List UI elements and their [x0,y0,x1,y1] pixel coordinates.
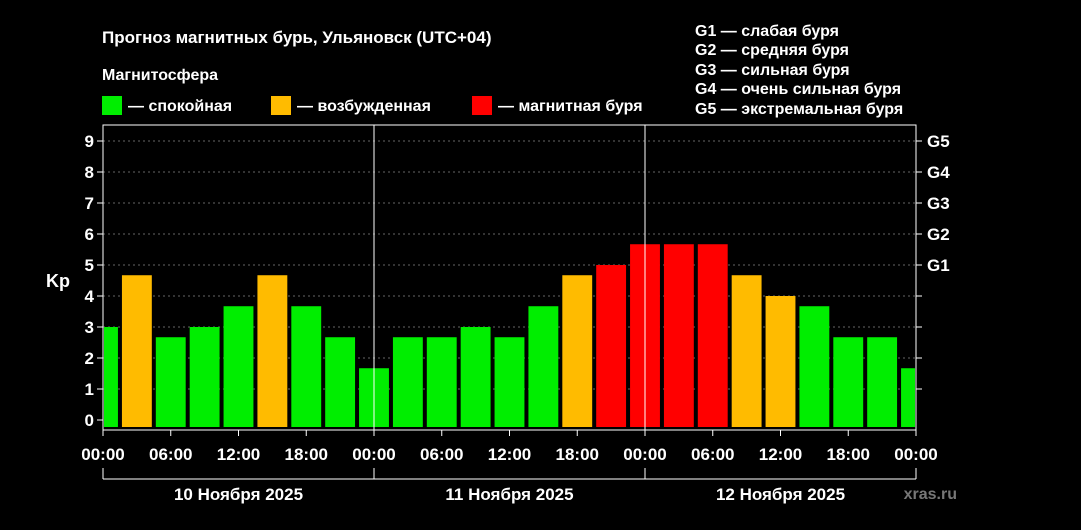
y-tick-label: 0 [85,411,94,430]
kp-bar [155,337,186,427]
day-labels: 10 Ноября 2025 11 Ноября 2025 12 Ноября 20… [102,468,917,504]
y-tick-label: 8 [85,163,94,182]
legend-label-active: — возбужденная [297,98,431,115]
x-tick-label: 00:00 [623,445,666,464]
x-tick-label: 18:00 [285,445,328,464]
storm-level-g2: G2 — средняя буря [695,42,849,59]
y-axis-label: Kp [46,271,70,291]
x-tick-label: 18:00 [556,445,599,464]
bars [104,244,915,427]
storm-level-g3: G3 — сильная буря [695,62,850,79]
x-tick-label: 00:00 [352,445,395,464]
kp-bar [562,275,593,427]
kp-bar [765,296,796,427]
kp-bar [663,244,694,427]
kp-bar [901,368,915,427]
g-tick-label: G4 [927,163,950,182]
legend-swatch-active [271,96,291,115]
y-tick-label: 1 [85,380,94,399]
magnetosphere-label: Магнитосфера [102,67,218,84]
kp-bar [867,337,898,427]
kp-bar [426,337,457,427]
y-tick-label: 6 [85,225,94,244]
kp-bar [392,337,423,427]
kp-bar [104,327,118,427]
legend-swatch-quiet [102,96,122,115]
g-tick-label: G1 [927,256,950,275]
kp-bar [291,306,322,427]
kp-bar [596,265,627,427]
x-tick-label: 00:00 [894,445,937,464]
kp-bar [494,337,525,427]
day-label: 10 Ноября 2025 [174,485,303,504]
watermark: xras.ru [904,486,957,503]
y-tick-label: 5 [85,256,94,275]
kp-bar [799,306,830,427]
y-tick-label: 4 [85,287,95,306]
day-label: 12 Ноября 2025 [716,485,845,504]
kp-bar [460,327,491,427]
x-axis-ticks: 00:00 06:00 12:00 18:00 00:00 06:00 12:00 18:00… [81,430,938,464]
legend-label-quiet: — спокойная [128,98,232,115]
y-tick-label: 7 [85,194,94,213]
x-tick-label: 06:00 [420,445,463,464]
kp-bar [223,306,254,427]
kp-bar [189,327,220,427]
storm-level-list: G1 — слабая буря G2 — средняя буря G3 — … [695,23,903,118]
x-tick-label: 06:00 [691,445,734,464]
x-tick-label: 00:00 [81,445,124,464]
g-scale-ticks: G1 G2 G3 G4 G5 [916,132,950,390]
storm-level-g5: G5 — экстремальная буря [695,101,903,118]
chart-title: Прогноз магнитных бурь, Ульяновск (UTC+0… [102,28,492,47]
day-dividers [373,125,646,430]
kp-bar [528,306,559,427]
legend: — спокойная — возбужденная — магнитная б… [102,96,643,115]
x-tick-label: 18:00 [827,445,870,464]
kp-bar [731,275,762,427]
kp-bar [121,275,152,427]
storm-level-g4: G4 — очень сильная буря [695,81,901,98]
x-tick-label: 12:00 [217,445,260,464]
g-tick-label: G2 [927,225,950,244]
kp-bar [325,337,356,427]
storm-level-g1: G1 — слабая буря [695,23,839,40]
y-tick-label: 2 [85,349,94,368]
day-label: 11 Ноября 2025 [445,485,573,504]
g-tick-label: G3 [927,194,950,213]
legend-label-storm: — магнитная буря [498,98,643,115]
x-tick-label: 06:00 [149,445,192,464]
y-tick-label: 3 [85,318,94,337]
kp-bar [833,337,864,427]
y-axis-ticks: 0 1 2 3 4 5 6 7 8 9 [85,132,103,430]
y-tick-label: 9 [85,132,94,151]
kp-bar [697,244,728,427]
g-tick-label: G5 [927,132,950,151]
x-tick-label: 12:00 [488,445,531,464]
x-tick-label: 12:00 [759,445,802,464]
legend-swatch-storm [472,96,492,115]
kp-bar [257,275,288,427]
